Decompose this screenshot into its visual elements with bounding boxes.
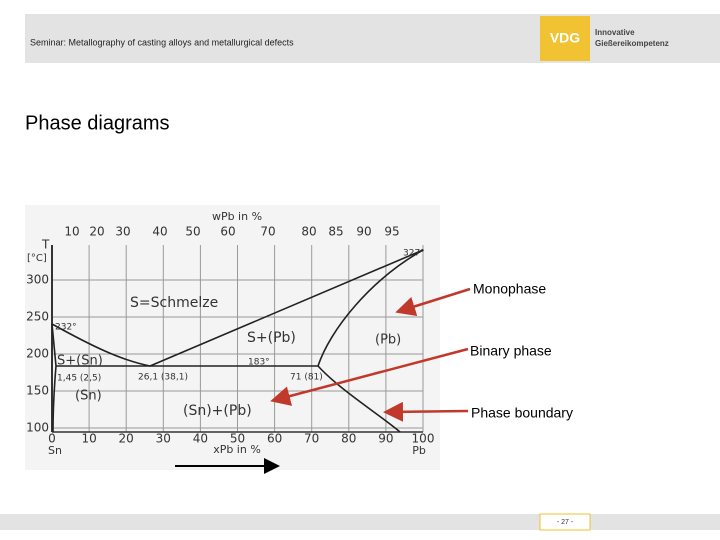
point-label: 71 (81): [290, 373, 323, 383]
logo-line: Innovative: [595, 28, 635, 37]
x-axis-label: xPb in %: [213, 443, 261, 456]
logo-box: [540, 16, 590, 61]
x-tick-label: 20: [119, 432, 134, 446]
y-tick-label: 150: [26, 384, 49, 398]
x-tick-label: 50: [230, 432, 245, 446]
point-label: 183°: [248, 358, 270, 368]
x-tick-label: 80: [341, 432, 356, 446]
top-tick-label: 90: [356, 225, 371, 239]
annotation: Binary phase: [470, 343, 552, 359]
region-label: S+(Sn): [57, 354, 103, 369]
diagram-bg: [25, 205, 440, 470]
logo-mark: VDG: [550, 30, 580, 46]
footer-bar: [0, 514, 720, 530]
region-label: (Sn): [75, 389, 102, 404]
point-label: 26,1 (38,1): [138, 373, 188, 383]
x-tick-label: 70: [304, 432, 319, 446]
slide-title: Phase diagrams: [25, 112, 170, 134]
page-number: - 27 -: [557, 519, 574, 526]
top-tick-label: 70: [260, 225, 275, 239]
top-tick-label: 60: [220, 225, 235, 239]
region-label: (Sn)+(Pb): [183, 403, 252, 419]
top-tick-label: 30: [115, 225, 130, 239]
top-tick-label: 20: [89, 225, 104, 239]
y-tick-label: 250: [26, 310, 49, 324]
x-end-label: Sn: [48, 444, 62, 457]
top-axis-label: wPb in %: [212, 210, 262, 223]
header-bar: [25, 14, 720, 63]
top-tick-label: 10: [64, 225, 79, 239]
top-tick-label: 85: [328, 225, 343, 239]
annotation: Phase boundary: [471, 405, 573, 421]
arrow: [395, 287, 471, 317]
x-tick-label: 0: [48, 432, 56, 446]
y-unit: [°C]: [27, 253, 47, 264]
point-label: 327°: [403, 249, 425, 259]
top-tick-label: 40: [152, 225, 167, 239]
y-tick-label: 100: [26, 421, 49, 435]
x-tick-label: 10: [81, 432, 96, 446]
x-tick-label: 30: [156, 432, 171, 446]
top-tick-label: 50: [185, 225, 200, 239]
x-tick-label: 40: [193, 432, 208, 446]
x-end-label: Pb: [412, 444, 426, 457]
region-label: S=Schmelze: [130, 295, 218, 311]
top-tick-label: 80: [301, 225, 316, 239]
y-axis-label: T: [41, 238, 50, 252]
point-label: 232°: [55, 323, 77, 333]
header-title: Seminar: Metallography of casting alloys…: [30, 37, 294, 47]
arrow: [270, 347, 469, 406]
x-tick-label: 90: [378, 432, 393, 446]
region-label: (Pb): [375, 333, 401, 348]
region-label: S+(Pb): [247, 330, 296, 346]
x-tick-label: 60: [267, 432, 282, 446]
top-tick-label: 95: [384, 225, 399, 239]
solidus: [317, 249, 424, 433]
y-tick-label: 300: [26, 273, 49, 287]
logo-line: Gießereikompetenz: [595, 39, 669, 48]
page-box: [539, 513, 591, 531]
y-tick-label: 200: [26, 347, 49, 361]
x-tick-label: 100: [412, 432, 435, 446]
arrow: [383, 401, 469, 422]
solvus: [51, 323, 57, 433]
annotation: Monophase: [473, 281, 546, 297]
point-label: 1,45 (2,5): [57, 374, 101, 384]
